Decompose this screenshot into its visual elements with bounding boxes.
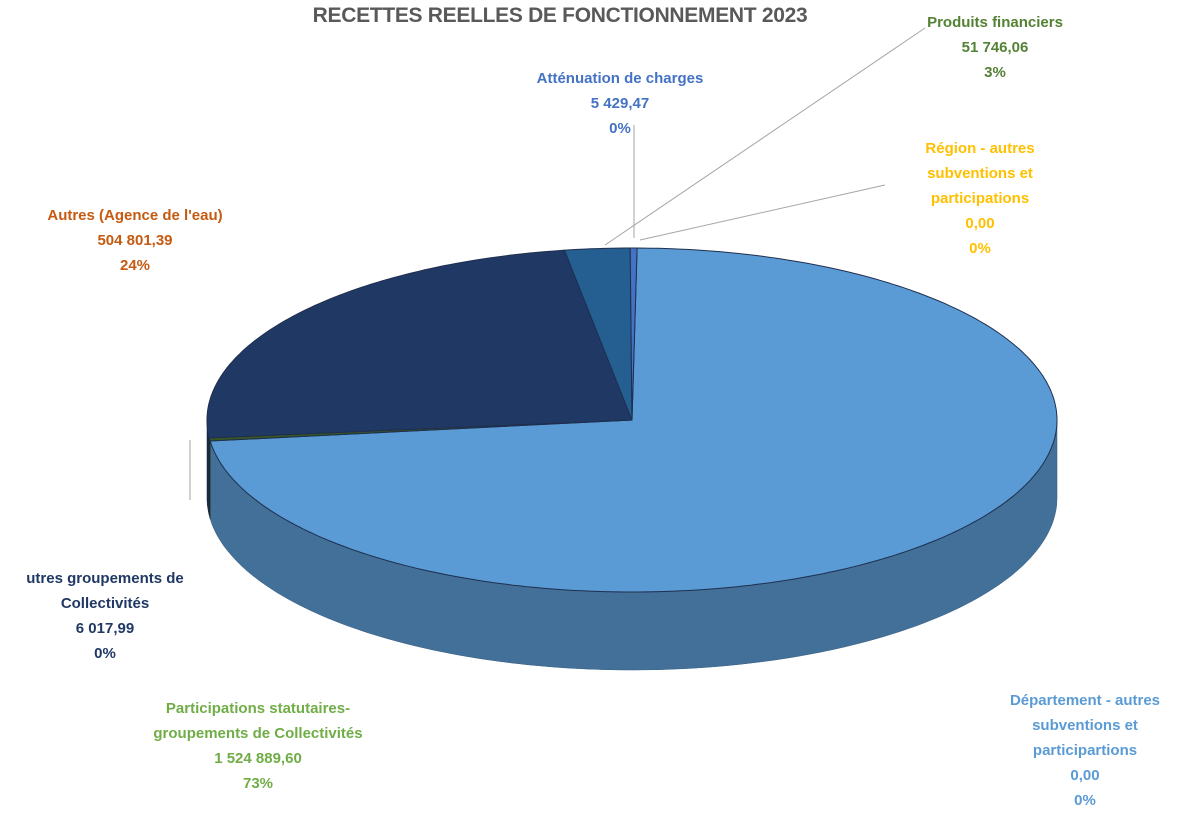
label-percent: 0%	[94, 645, 116, 662]
slice	[563, 247, 633, 421]
label-percent: 0%	[609, 120, 631, 137]
leader-line	[604, 27, 926, 246]
slice	[629, 247, 638, 421]
leader-line	[639, 184, 886, 241]
data-label: utres groupements de Collectivités 6 017,…	[0, 566, 210, 666]
label-name: Région - autres subventions et participa…	[925, 140, 1035, 207]
label-percent: 73%	[242, 775, 274, 792]
label-name: Participations statutaires- groupements …	[153, 700, 363, 742]
label-name: Produits financiers	[927, 14, 1063, 31]
data-label: Département - autres subventions et part…	[980, 688, 1190, 813]
label-percent: 3%	[984, 64, 1006, 81]
label-value: 6 017,99	[75, 620, 135, 637]
data-label: Produits financiers 51 746,06 3%	[895, 10, 1095, 85]
data-label: Région - autres subventions et participa…	[905, 136, 1055, 261]
data-label: Autres (Agence de l'eau) 504 801,39 24%	[15, 203, 255, 278]
label-percent: 0%	[969, 240, 991, 257]
label-percent: 0%	[1074, 792, 1096, 809]
label-value: 0,00	[1070, 767, 1100, 784]
slice	[209, 247, 1058, 593]
slice	[206, 249, 633, 439]
label-name: Département - autres subventions et part…	[1009, 692, 1161, 759]
label-percent: 24%	[119, 257, 151, 274]
data-label: Atténuation de charges 5 429,47 0%	[500, 66, 740, 141]
label-value: 5 429,47	[590, 95, 650, 112]
label-name: Atténuation de charges	[536, 70, 704, 87]
chart-title: RECETTES REELLES DE FONCTIONNEMENT 2023	[312, 4, 808, 27]
label-value: 504 801,39	[97, 232, 173, 249]
label-name: Autres (Agence de l'eau)	[47, 207, 223, 224]
label-value: 1 524 889,60	[214, 750, 302, 767]
label-value: 0,00	[965, 215, 995, 232]
data-label: Participations statutaires- groupements …	[128, 696, 388, 796]
label-name: utres groupements de Collectivités	[26, 570, 184, 612]
label-value: 51 746,06	[961, 39, 1029, 56]
